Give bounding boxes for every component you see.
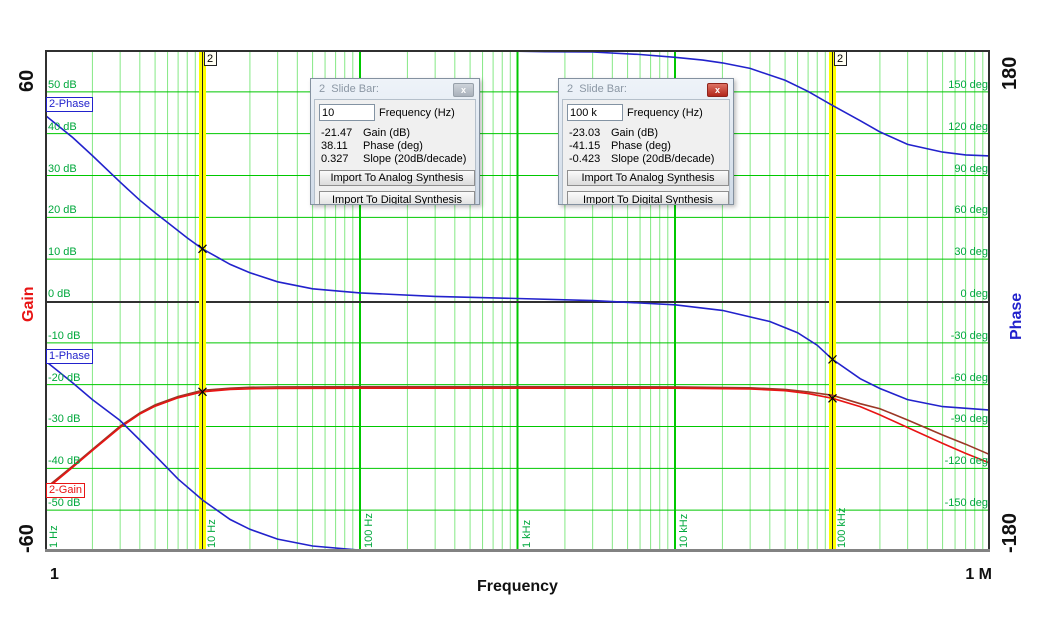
slide-bar-2-body: Frequency (Hz) -23.03 Gain (dB) -41.15 Pha… (562, 99, 730, 204)
slide-bar-2-title: Slide Bar: (579, 83, 627, 95)
curve-label-2-phase: 2-Phase (46, 97, 93, 112)
phase-axis-title: Phase (1008, 292, 1025, 340)
import-digital-synthesis-button[interactable]: Import To Digital Synthesis (319, 191, 475, 204)
frequency-tick-label: 1 Hz (48, 525, 60, 548)
frequency-tick-label: 1 kHz (520, 519, 533, 548)
slide-bar-window-2[interactable]: 2 Slide Bar: x Frequency (Hz) -23.03 Gain… (558, 78, 734, 205)
slide-bar-2-titlebar[interactable]: 2 Slide Bar: x (559, 79, 733, 99)
right-axis-top-corner-label: 180 (999, 56, 1021, 90)
slide-bar-window-1[interactable]: 2 Slide Bar: x Frequency (Hz) -21.47 Gain… (310, 78, 480, 205)
cursor-head-2[interactable]: 2 (833, 51, 847, 66)
gain-tick-label: 20 dB (48, 204, 77, 217)
gain-tick-label: 50 dB (48, 78, 77, 91)
frequency-tick-label: 10 Hz (205, 519, 218, 548)
close-icon[interactable]: x (707, 83, 728, 97)
frequency-input-label: Frequency (Hz) (627, 107, 703, 119)
phase-tick-label: 60 deg (954, 204, 988, 217)
left-axis-top-corner-label: 60 (16, 69, 38, 92)
phase-tick-label: 120 deg (948, 120, 988, 133)
slide-bar-2-title-prefix: 2 (567, 83, 574, 95)
phase-tick-label: -60 deg (950, 371, 988, 384)
gain-readout-row: -23.03 Gain (dB) (569, 127, 714, 140)
phase-tick-label: 90 deg (954, 162, 988, 175)
slope-label: Slope (20dB/decade) (611, 153, 715, 165)
x-axis-title: Frequency (477, 578, 558, 595)
frequency-input[interactable] (567, 104, 623, 121)
import-analog-synthesis-button[interactable]: Import To Analog Synthesis (567, 170, 729, 186)
slide-bar-1-body: Frequency (Hz) -21.47 Gain (dB) 38.11 Phas… (314, 99, 476, 204)
close-icon[interactable]: x (453, 83, 474, 97)
gain-readout-row: -21.47 Gain (dB) (321, 127, 466, 140)
phase-label: Phase (deg) (363, 140, 423, 152)
slope-value: -0.423 (569, 153, 601, 165)
phase-tick-label: 150 deg (948, 78, 988, 91)
import-digital-synthesis-button[interactable]: Import To Digital Synthesis (567, 191, 729, 204)
import-analog-synthesis-button[interactable]: Import To Analog Synthesis (319, 170, 475, 186)
phase-tick-label: -90 deg (950, 413, 988, 426)
gain-axis-title: Gain (20, 286, 37, 322)
slope-value: 0.327 (321, 153, 349, 165)
gain-tick-label: 10 dB (48, 246, 77, 259)
gain-tick-label: -40 dB (48, 455, 81, 468)
gain-value: -21.47 (321, 127, 353, 139)
gain-tick-label: 0 dB (48, 288, 71, 300)
right-axis-bottom-corner-label: -180 (999, 512, 1021, 553)
phase-tick-label: -120 deg (944, 455, 988, 468)
phase-readout-row: 38.11 Phase (deg) (321, 140, 466, 153)
x-axis-max-label: 1 M (965, 566, 992, 583)
gain-tick-label: -50 dB (48, 497, 81, 510)
curve-label-1-phase: 1-Phase (46, 349, 93, 364)
frequency-input-label: Frequency (Hz) (379, 107, 455, 119)
slope-readout-row: 0.327 Slope (20dB/decade) (321, 153, 466, 166)
gain-tick-label: 30 dB (48, 162, 77, 175)
phase-tick-label: -30 deg (950, 329, 988, 342)
curve-label-2-gain: 2-Gain (46, 483, 86, 498)
readout-rows: -21.47 Gain (dB) 38.11 Phase (deg) 0.327 Sl… (321, 127, 466, 166)
frequency-input[interactable] (319, 104, 375, 121)
gain-tick-label: -10 dB (48, 329, 81, 342)
gain-label: Gain (dB) (363, 127, 411, 139)
slope-label: Slope (20dB/decade) (363, 153, 467, 165)
gain-tick-label: -30 dB (48, 413, 81, 426)
frequency-tick-label: 100 Hz (363, 513, 375, 548)
cursor-head-1[interactable]: 2 (203, 51, 217, 66)
slide-bar-1-title: Slide Bar: (331, 83, 379, 95)
gain-tick-label: -20 dB (48, 371, 81, 384)
gain-tick-label: 40 dB (48, 120, 77, 133)
frequency-tick-label: 10 kHz (678, 513, 690, 548)
slide-bar-1-title-prefix: 2 (319, 83, 326, 95)
gain-value: -23.03 (569, 127, 601, 139)
slope-readout-row: -0.423 Slope (20dB/decade) (569, 153, 714, 166)
phase-tick-label: 0 deg (960, 288, 988, 300)
bode-plot-svg[interactable] (45, 50, 990, 552)
phase-tick-label: 30 deg (954, 246, 988, 259)
x-axis-min-label: 1 (50, 566, 59, 583)
phase-tick-label: -150 deg (944, 497, 988, 510)
phase-readout-row: -41.15 Phase (deg) (569, 140, 714, 153)
frequency-tick-label: 100 kHz (835, 507, 848, 548)
phase-value: 38.11 (321, 140, 348, 152)
gain-label: Gain (dB) (611, 127, 659, 139)
left-axis-bottom-corner-label: -60 (16, 524, 38, 553)
phase-value: -41.15 (569, 140, 601, 152)
readout-rows: -23.03 Gain (dB) -41.15 Phase (deg) -0.423… (569, 127, 714, 166)
phase-label: Phase (deg) (611, 140, 671, 152)
plot-canvas[interactable] (45, 50, 990, 552)
slide-bar-1-titlebar[interactable]: 2 Slide Bar: x (311, 79, 479, 99)
